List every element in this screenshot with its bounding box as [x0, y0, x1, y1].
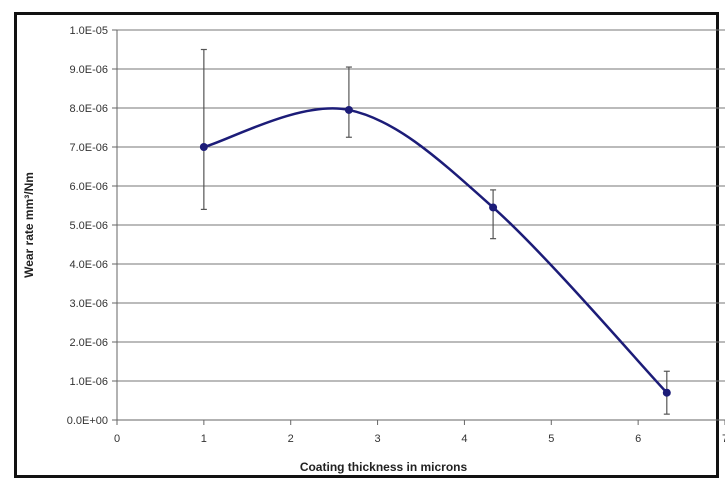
x-tick-labels: 0 1 2 3 4 5 6 7: [114, 433, 725, 445]
y-tick-label: 4.0E-06: [69, 259, 108, 271]
series-line-path: [203, 107, 668, 394]
series-line: [203, 107, 668, 394]
y-tick-label: 0.0E+00: [67, 415, 108, 427]
x-tick-label: 3: [375, 433, 381, 445]
y-tick-label: 7.0E-06: [69, 142, 108, 154]
y-axis-title: Wear rate mm³/Nm: [22, 172, 36, 278]
y-tick-label: 9.0E-06: [69, 64, 108, 76]
chart-frame: [14, 12, 719, 478]
y-tick-label: 2.0E-06: [69, 337, 108, 349]
x-tick-label: 0: [114, 433, 120, 445]
x-tick-label: 1: [201, 433, 207, 445]
y-tick-label: 6.0E-06: [69, 181, 108, 193]
x-tick-label: 5: [548, 433, 554, 445]
x-tick-label: 4: [461, 433, 467, 445]
data-point: [344, 105, 353, 114]
data-point: [199, 143, 208, 151]
y-tick-label: 5.0E-06: [69, 220, 108, 232]
error-bars: [200, 48, 670, 415]
y-tick-labels: 0.0E+00 1.0E-06 2.0E-06 3.0E-06 4.0E-06 5.0E-…: [67, 25, 108, 427]
y-tick-label: 8.0E-06: [69, 103, 108, 115]
y-tick-label: 1.0E-05: [69, 25, 108, 37]
x-axis-title: Coating thickness in microns: [300, 460, 468, 474]
data-point: [662, 388, 671, 397]
data-point: [489, 203, 498, 212]
gridlines: [117, 29, 725, 382]
axes: [112, 29, 725, 425]
y-tick-label: 3.0E-06: [69, 298, 108, 310]
x-tick-label: 7: [722, 433, 725, 445]
x-tick-label: 6: [635, 433, 641, 445]
x-tick-label: 2: [288, 433, 294, 445]
data-points: [199, 105, 671, 397]
y-tick-label: 1.0E-06: [69, 376, 108, 388]
